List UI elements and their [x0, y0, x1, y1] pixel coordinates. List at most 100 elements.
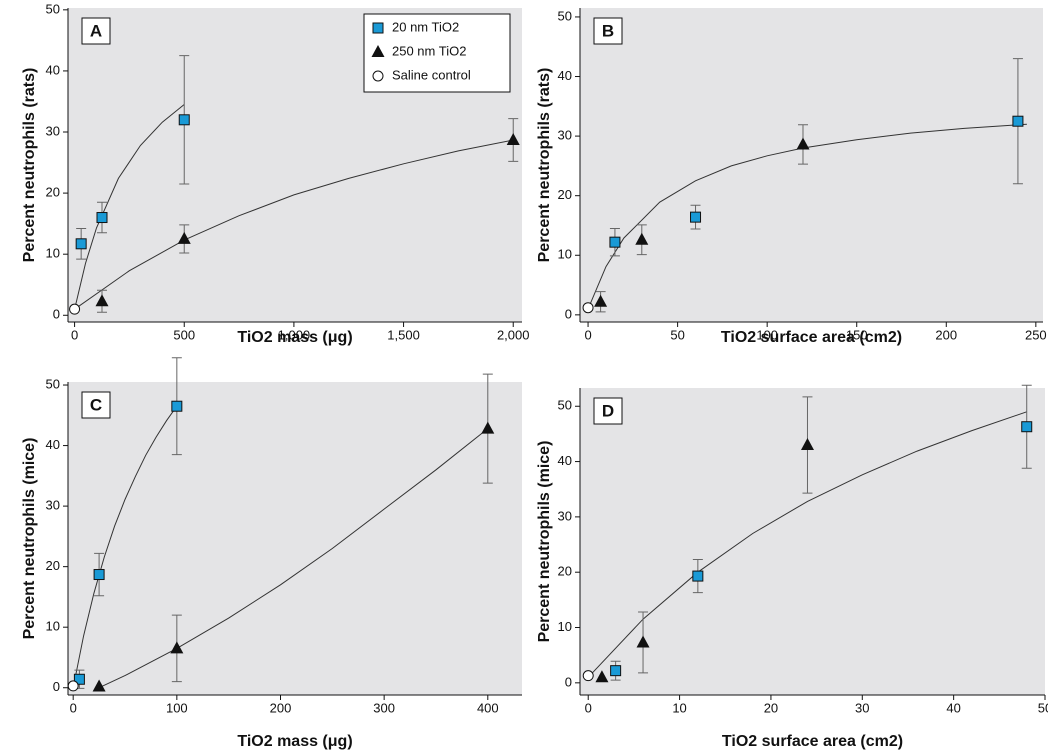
x-tick-label: 200	[270, 700, 292, 715]
y-tick-label: 20	[558, 564, 572, 579]
legend-text: Saline control	[392, 67, 471, 82]
y-tick-label: 0	[53, 307, 60, 322]
data-point	[800, 437, 814, 450]
data-point	[92, 679, 106, 692]
panel-label: D	[602, 401, 614, 420]
data-point	[636, 635, 650, 648]
data-point	[582, 670, 594, 682]
x-tick-label: 50	[1038, 700, 1048, 715]
legend-marker	[371, 45, 385, 57]
x-tick-label: 250	[1025, 327, 1047, 342]
data-point	[67, 680, 79, 692]
data-point	[582, 302, 594, 314]
x-tick-label: 20	[764, 700, 778, 715]
panel-label-box	[593, 17, 623, 45]
x-tick-label: 50	[670, 327, 684, 342]
y-tick-label: 20	[46, 185, 60, 200]
data-point	[171, 400, 183, 412]
data-point	[692, 570, 704, 582]
x-tick-label: 100	[756, 327, 778, 342]
panel-label: B	[602, 21, 614, 40]
y-axis-label: Percent neutrophils (mice)	[536, 441, 553, 643]
y-tick-label: 50	[558, 8, 572, 23]
legend-text: 250 nm TiO2	[392, 43, 466, 58]
data-point	[481, 421, 495, 434]
data-point	[73, 673, 85, 685]
y-tick-label: 10	[46, 246, 60, 261]
y-tick-label: 40	[46, 62, 60, 77]
panel-label: A	[90, 21, 102, 40]
x-tick-label: 40	[946, 700, 960, 715]
x-tick-label: 0	[70, 700, 77, 715]
x-tick-label: 0	[584, 327, 591, 342]
legend-marker	[372, 22, 384, 34]
y-tick-label: 20	[558, 187, 572, 202]
plot-area	[580, 388, 1045, 695]
y-tick-label: 10	[46, 619, 60, 634]
x-tick-label: 200	[935, 327, 957, 342]
x-tick-label: 30	[855, 700, 869, 715]
x-axis-label: TiO2 mass (μg)	[237, 329, 352, 346]
fit-curve	[72, 405, 178, 688]
x-tick-label: 1,000	[278, 327, 311, 342]
data-point	[609, 236, 621, 248]
x-tick-label: 2,000	[497, 327, 530, 342]
y-tick-label: 20	[46, 558, 60, 573]
y-axis-label: Percent neutrophils (rats)	[21, 68, 38, 263]
y-tick-label: 50	[558, 398, 572, 413]
x-tick-label: 500	[173, 327, 195, 342]
x-tick-label: 100	[166, 700, 188, 715]
x-axis-label: TiO2 surface area (cm2)	[721, 329, 902, 346]
plot-area	[580, 8, 1043, 322]
panel-label-box	[81, 17, 111, 45]
data-point	[96, 212, 108, 224]
y-axis-label: Percent neutrophils (mice)	[21, 438, 38, 640]
data-point	[595, 670, 609, 683]
x-tick-label: 150	[846, 327, 868, 342]
data-point	[635, 232, 649, 245]
fit-curve	[587, 411, 1027, 678]
data-point	[75, 238, 87, 250]
x-tick-label: 0	[71, 327, 78, 342]
y-tick-label: 10	[558, 247, 572, 262]
y-tick-label: 0	[565, 306, 572, 321]
y-tick-label: 40	[558, 453, 572, 468]
plot-area	[68, 382, 522, 695]
y-tick-label: 10	[558, 619, 572, 634]
data-point	[690, 211, 702, 223]
y-tick-label: 0	[565, 674, 572, 689]
x-axis-label: TiO2 mass (μg)	[237, 733, 352, 750]
panel-label-box	[81, 391, 111, 419]
data-point	[506, 132, 520, 145]
x-axis-label: TiO2 surface area (cm2)	[722, 733, 903, 750]
y-axis-label: Percent neutrophils (rats)	[536, 68, 553, 263]
data-point	[95, 294, 109, 307]
data-point	[93, 569, 105, 581]
fit-curve	[587, 123, 1027, 310]
legend-text: 20 nm TiO2	[392, 19, 459, 34]
data-point	[610, 665, 622, 677]
y-tick-label: 40	[46, 437, 60, 452]
panel-label-box	[593, 397, 623, 425]
data-point	[1012, 115, 1024, 127]
y-tick-label: 50	[46, 376, 60, 391]
fit-curve	[98, 428, 489, 689]
x-tick-label: 1,500	[387, 327, 420, 342]
data-point	[69, 303, 81, 315]
y-tick-label: 30	[558, 508, 572, 523]
y-tick-label: 30	[46, 498, 60, 513]
y-tick-label: 0	[53, 679, 60, 694]
legend-box	[363, 13, 511, 93]
data-point	[177, 231, 191, 244]
data-point	[170, 641, 184, 654]
legend-marker	[372, 70, 384, 82]
x-tick-label: 10	[672, 700, 686, 715]
fit-curve	[74, 139, 514, 310]
data-point	[178, 114, 190, 126]
data-point	[796, 137, 810, 150]
y-tick-label: 40	[558, 68, 572, 83]
panel-label: C	[90, 395, 102, 414]
y-tick-label: 30	[46, 123, 60, 138]
